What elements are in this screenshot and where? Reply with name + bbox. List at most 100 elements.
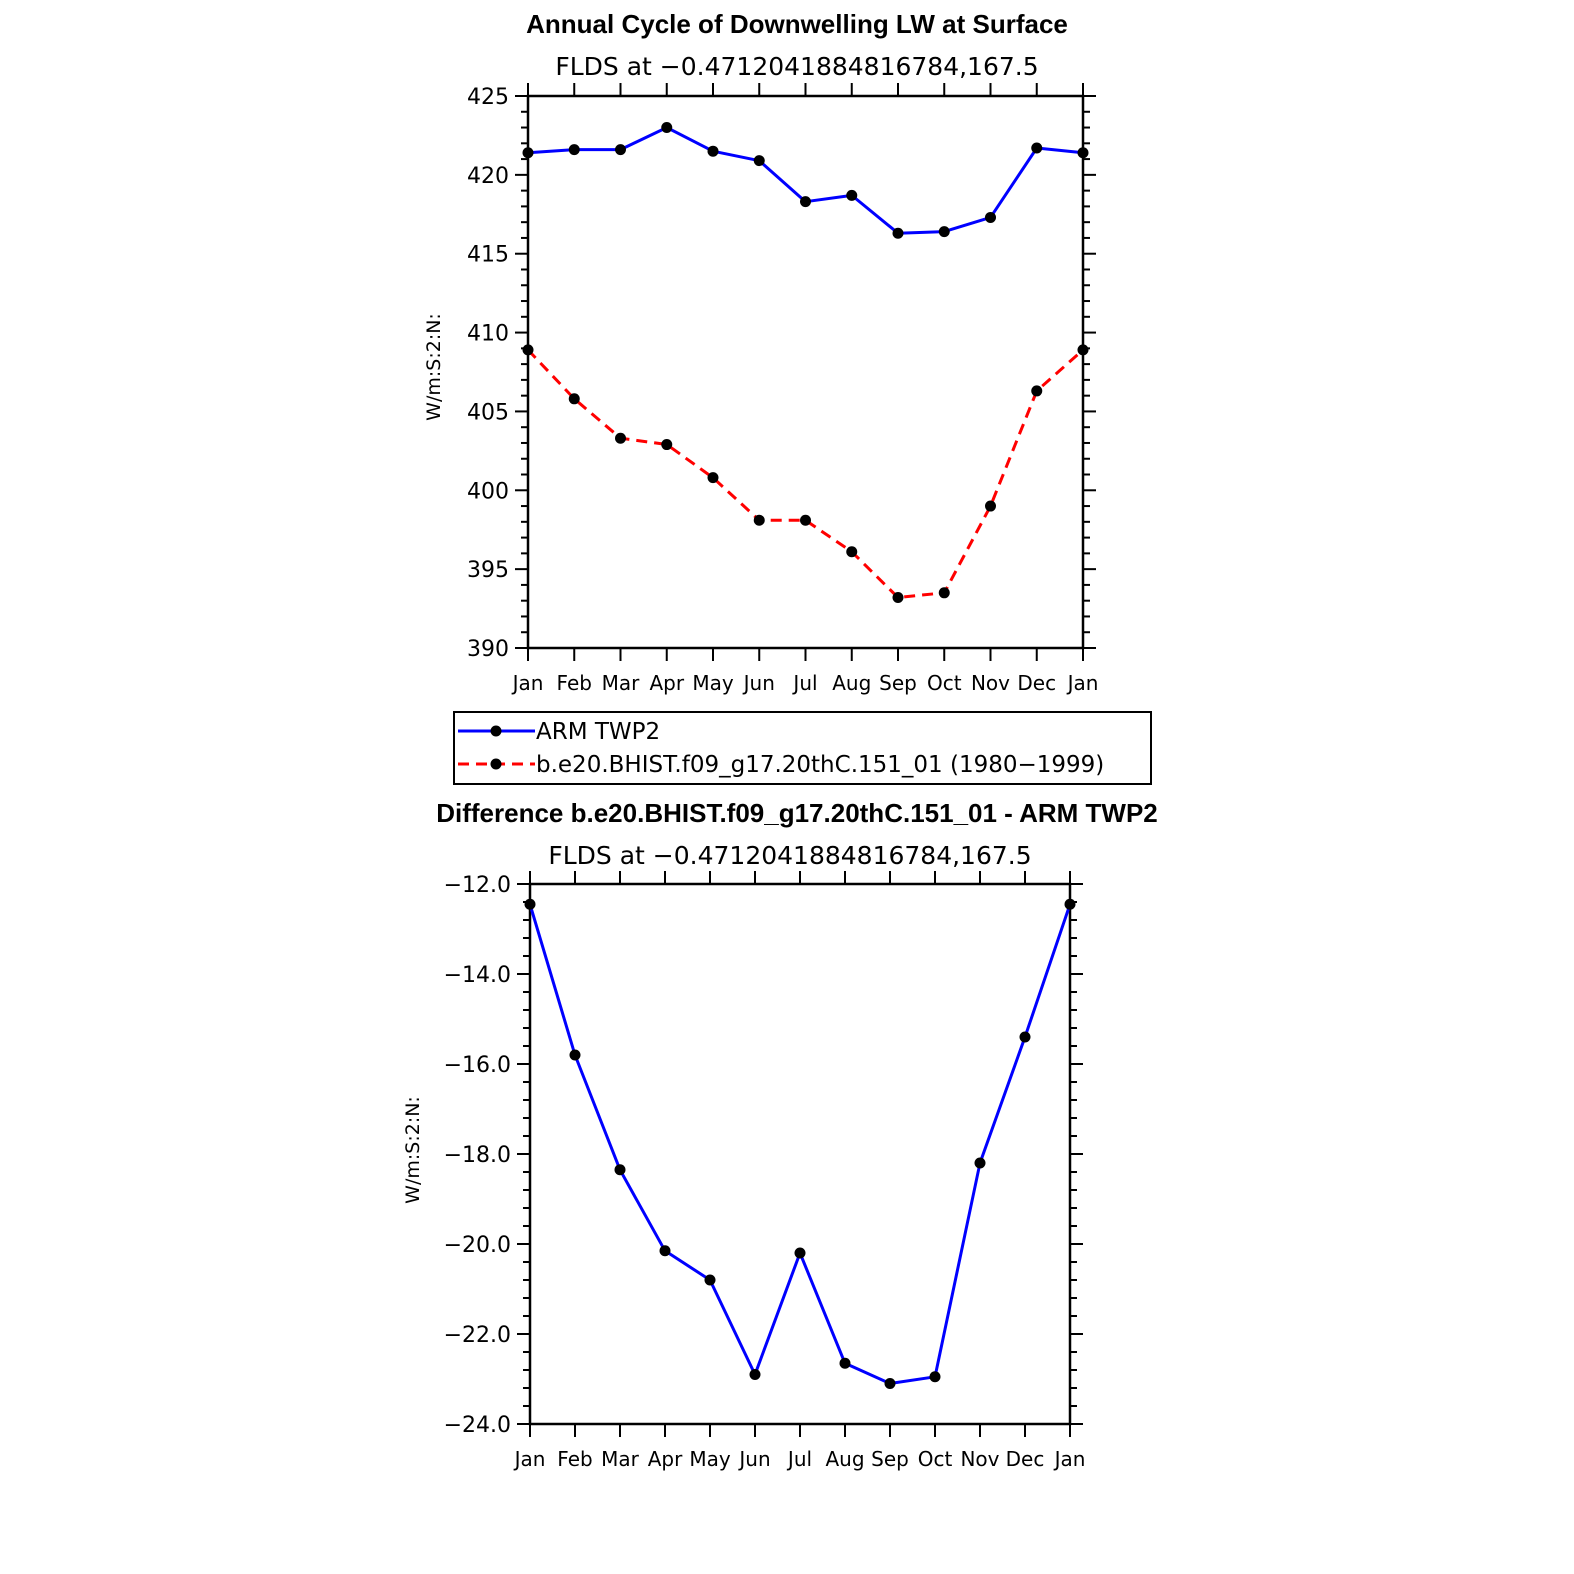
chart1-xtick-label: Jul [791,671,817,695]
chart1-ytick-label: 425 [467,85,509,110]
chart1-ytick-label: 400 [467,479,509,504]
chart1-ytick-label: 415 [467,243,509,268]
chart2-ytick-label: −18.0 [444,1143,511,1168]
chart2-xtick-label: Aug [825,1447,864,1471]
chart2-subtitle: FLDS at −0.4712041884816784,167.5 [548,841,1031,870]
chart2-series-0-point [659,1245,671,1257]
chart1-series-1-point [753,514,765,526]
chart1-frame [526,94,1085,650]
chart1-series-1-point [707,472,719,484]
chart1-series-0-point [938,226,950,238]
chart2-xtick-label: Mar [601,1447,640,1471]
chart2-series-0-point [569,1049,581,1061]
chart2-ytick-label: −14.0 [444,963,511,988]
chart2-plot: −24.0 −22.0 −20.0 −18.0 −16.0 −14.0 −12.0 Jan Fe… [444,871,1086,1471]
chart2-series-0-point [704,1274,716,1286]
chart1-series-0-point [753,155,765,167]
chart2-xtick-label: Jan [1053,1447,1086,1471]
chart1-series-1-point [1077,344,1089,356]
chart1-ytick-label: 410 [467,322,509,347]
chart1-series-1-point [800,514,811,526]
legend-label-arm: ARM TWP2 [536,719,660,745]
chart1-ytick-label: 405 [467,400,509,425]
chart1-series-0-point [707,145,719,157]
legend-marker-model [490,758,502,770]
chart1-series-1-point [568,393,580,405]
legend-box [453,711,1152,785]
chart2-xtick-label: Jul [786,1447,812,1471]
chart2-xtick-label: Sep [871,1447,909,1471]
legend-marker-arm [490,725,502,737]
chart1-xtick-label: Jun [742,671,775,695]
chart2-ytick-label: −22.0 [444,1323,511,1348]
chart1-xtick-label: Oct [927,671,962,695]
chart1-xtick-label: Feb [557,671,592,695]
chart1-series-1-line [526,348,1084,599]
chart1-legend: ARM TWP2 b.e20.BHIST.f09_g17.20thC.151_0… [453,711,1152,785]
chart1-series-0-point [568,144,580,156]
chart1-ytick-label: 395 [467,558,509,583]
chart2-title: Difference b.e20.BHIST.f09_g17.20thC.151… [436,798,1158,828]
chart1-series-0-point [661,122,673,134]
chart1-series-0-point [615,144,626,156]
chart1-series-1-point [1031,385,1043,397]
chart2-series-0-point [794,1247,806,1259]
chart1-series-1-point [615,432,626,444]
chart2-xtick-label: Jan [513,1447,546,1471]
chart1-series-1-point [661,439,673,451]
chart1-series-0-point [800,196,811,208]
chart2-series-0-point [1019,1031,1031,1043]
chart1-ylabel: W/m:S:2:N: [423,313,445,421]
chart2-xtick-label: May [689,1447,731,1471]
chart2-ytick-label: −12.0 [444,873,511,898]
chart1-xtick-label: Jan [1066,671,1099,695]
chart2-series-0-point [614,1164,626,1176]
chart2-xtick-label: Oct [918,1447,953,1471]
chart2-xtick-label: Nov [960,1447,999,1471]
chart1-ytick-label: 390 [467,637,509,662]
chart1-xtick-label: May [692,671,734,695]
chart1-xtick-label: Jan [511,671,544,695]
chart2-xtick-label: Apr [648,1447,683,1471]
chart1-series-0-point [522,147,534,159]
chart2-ytick-label: −24.0 [444,1413,511,1438]
chart2-series-0-point [524,898,536,910]
chart2-ylabel: W/m:S:2:N: [402,1096,424,1204]
chart2-series-0-point [974,1157,986,1169]
chart1-xtick-label: Nov [971,671,1010,695]
chart1-title: Annual Cycle of Downwelling LW at Surfac… [526,9,1068,39]
chart1-series-1-point [846,546,858,558]
chart1-series-0-line [527,126,1084,235]
chart2-series-0-point [884,1378,896,1389]
chart1-series-0-point [846,189,858,201]
chart1-plot: 390 395 400 405 410 415 420 425 Jan Feb Mar Apr May J… [467,83,1098,695]
chart2-xtick-label: Jun [737,1447,770,1471]
chart1-series-1-point [522,344,534,356]
chart1-xtick-label: Dec [1017,671,1056,695]
chart2-series-0-point [839,1357,851,1369]
chart1-subtitle: FLDS at −0.4712041884816784,167.5 [555,52,1038,81]
chart2-xtick-label: Feb [557,1447,592,1471]
chart1-xtick-label: Apr [649,671,684,695]
chart2-series-0-point [929,1371,941,1383]
chart1-xtick-label: Sep [879,671,917,695]
chart1-series-0-point [892,227,904,239]
chart1-series-1-point [892,592,904,604]
chart1-series-1-point [985,500,996,512]
chart2-series-0-point [749,1369,761,1380]
chart2-frame [528,882,1072,1426]
chart2-ytick-label: −20.0 [444,1233,511,1258]
legend-label-model: b.e20.BHIST.f09_g17.20thC.151_01 (1980−1… [536,752,1104,778]
chart2-series-0-point [1064,898,1076,910]
chart1-series-0-point [1031,142,1043,154]
chart2-series-0-line [528,903,1072,1385]
chart1-ytick-label: 420 [467,164,509,189]
chart1-series-0-point [1077,147,1089,159]
chart2-xtick-label: Dec [1006,1447,1045,1471]
chart2-ytick-label: −16.0 [444,1053,511,1078]
chart1-series-1-point [938,587,950,599]
chart1-xtick-label: Mar [602,671,641,695]
chart1-series-0-point [985,211,996,223]
chart1-xtick-label: Aug [832,671,871,695]
